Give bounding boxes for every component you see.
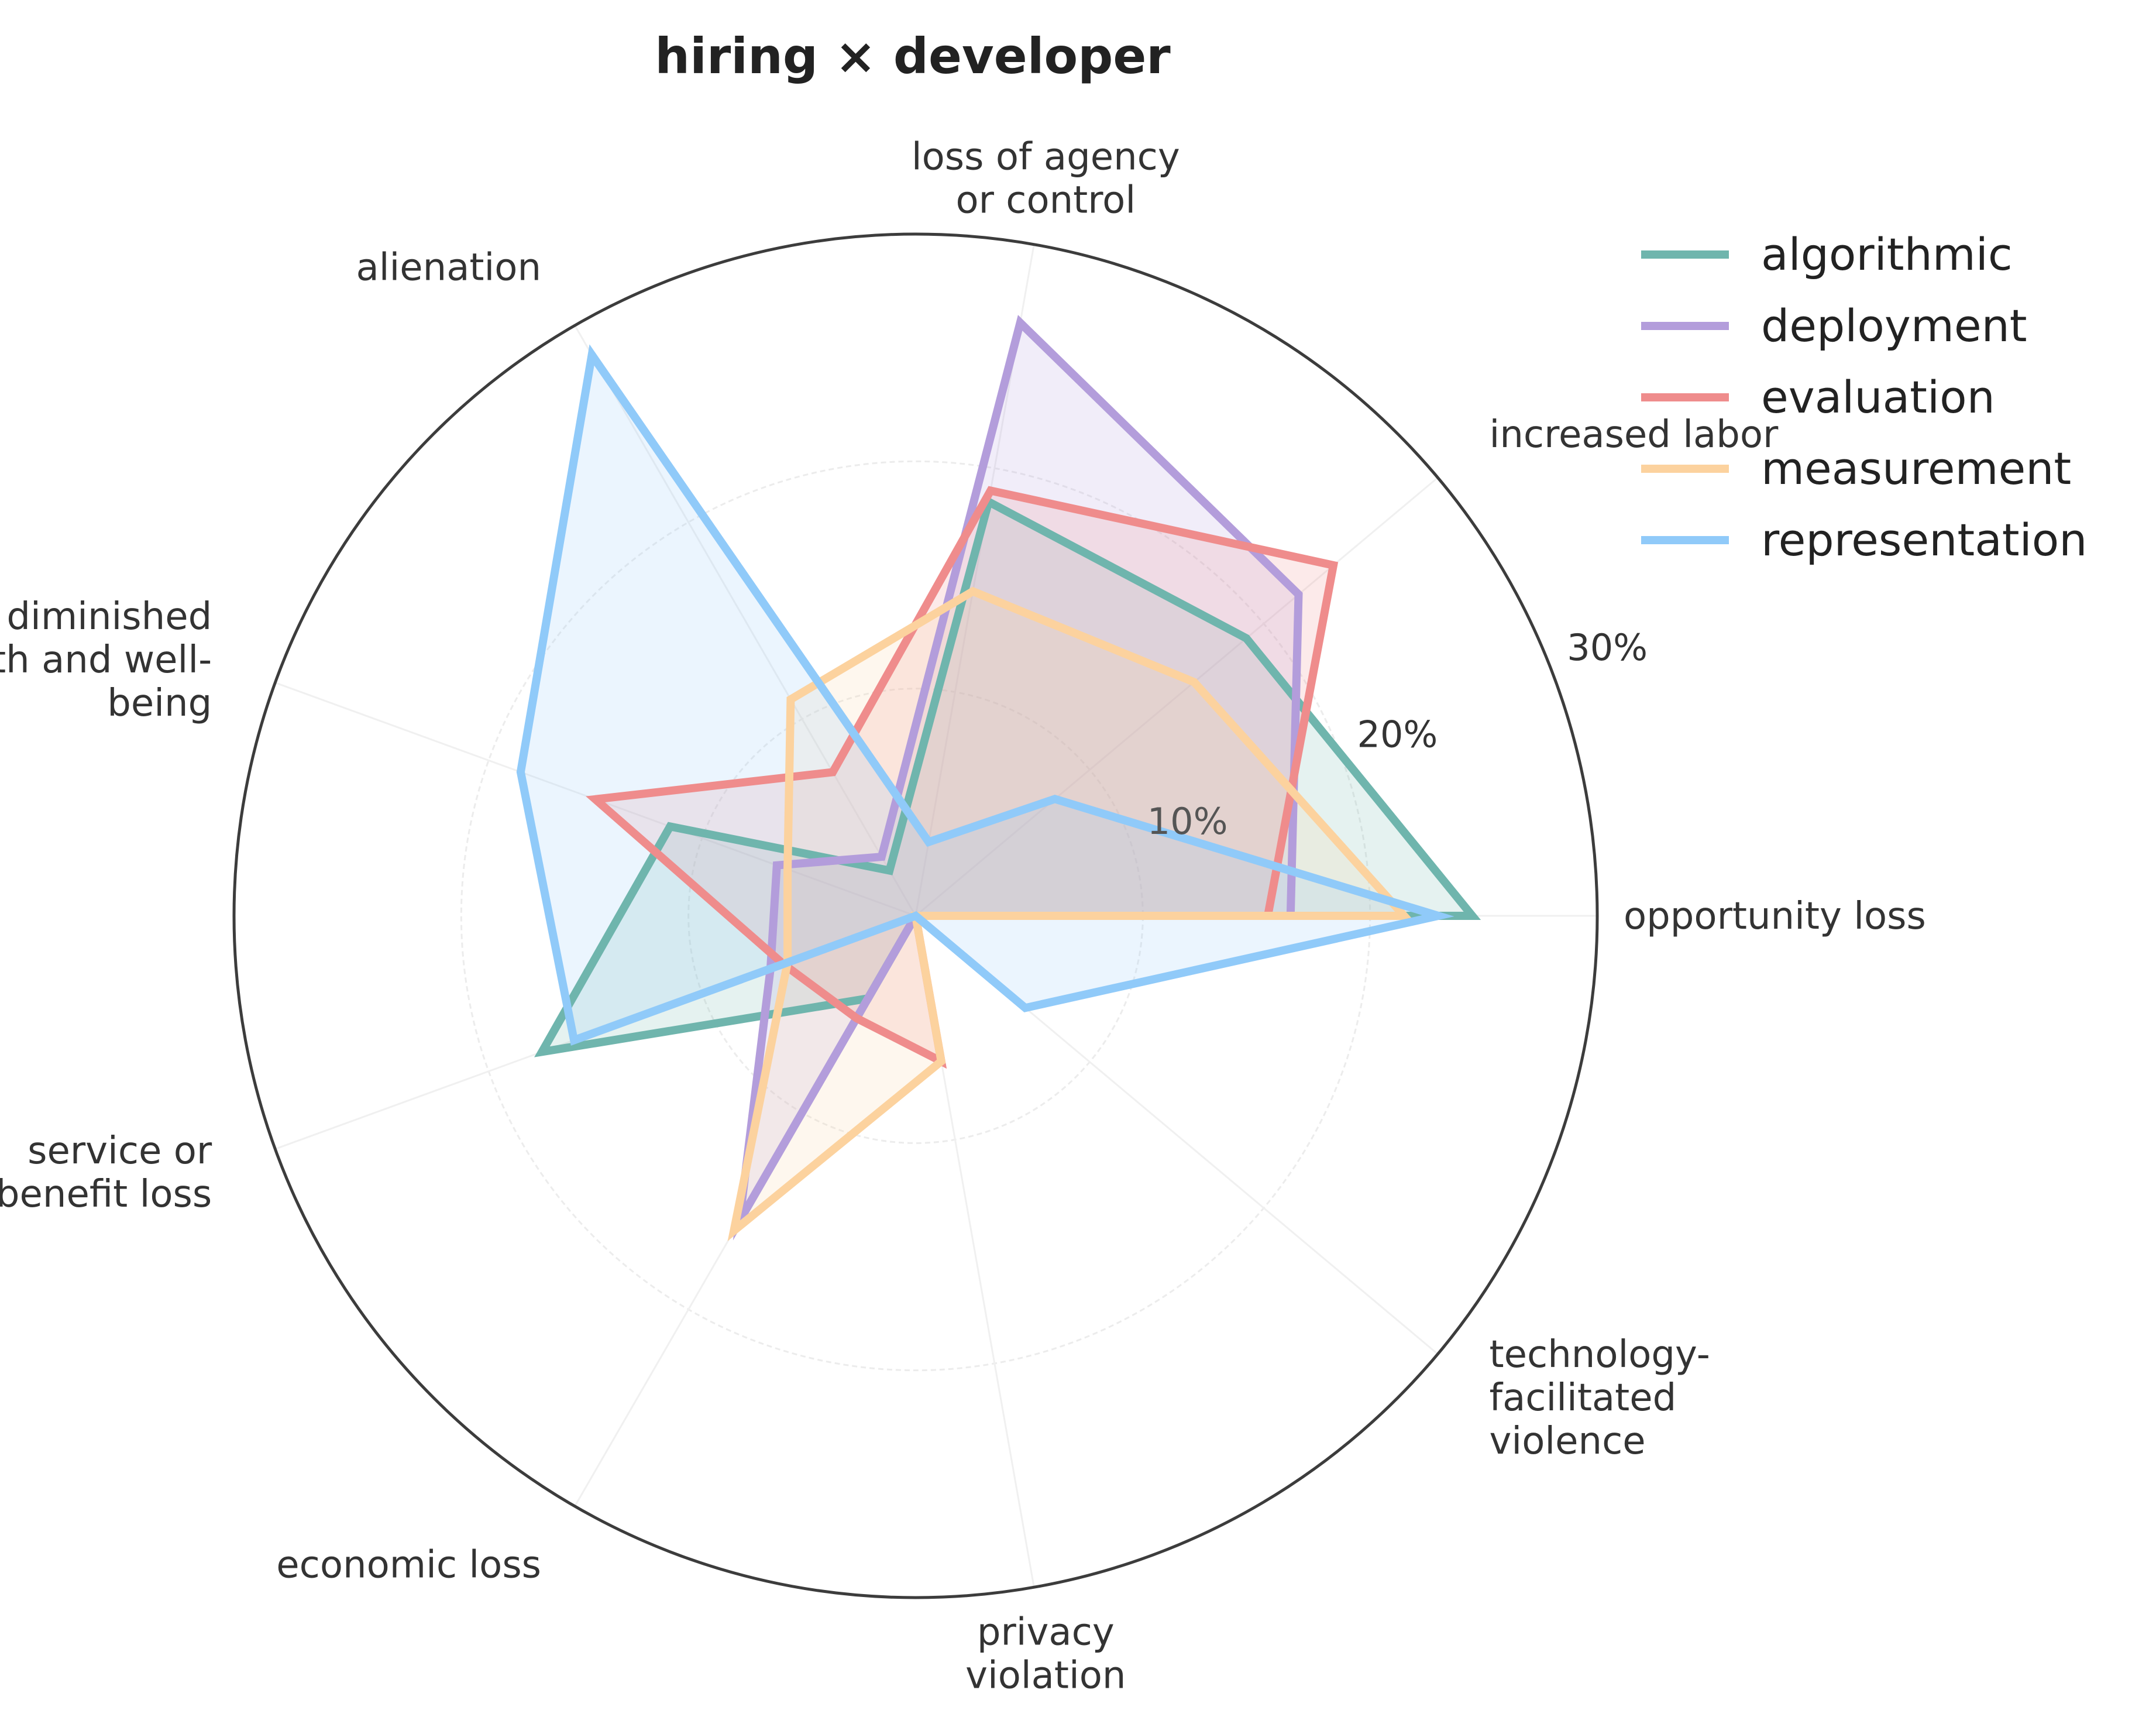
axis-label: privacy violation <box>965 1611 1126 1698</box>
series-group <box>516 315 1481 1241</box>
grid-spoke <box>574 325 917 916</box>
axis-label: increased labor <box>1490 413 1779 456</box>
series-area-evaluation <box>595 490 1333 1062</box>
axis-label: technology-facilitated violence <box>1490 1333 1710 1463</box>
radial-tick-label: 30% <box>1567 626 1648 669</box>
chart-title: hiring × developer <box>655 28 1171 85</box>
legend-label-representation: representation <box>1761 514 2087 566</box>
axis-label: opportunity loss <box>1624 895 1926 938</box>
axis-label: service or benefit loss <box>0 1129 212 1216</box>
series-area-deployment <box>740 322 1299 1221</box>
axis-label: loss of agency or control <box>912 135 1180 222</box>
legend-label-evaluation: evaluation <box>1761 371 1995 423</box>
axis-label: economic loss <box>276 1544 541 1587</box>
radial-tick-label: 10% <box>1147 800 1228 843</box>
series-line-measurement <box>727 586 1414 1241</box>
series-line-representation <box>516 344 1454 1046</box>
series-area-representation <box>520 355 1439 1040</box>
radial-tick-label: 20% <box>1357 713 1438 755</box>
legend-label-algorithmic: algorithmic <box>1761 228 2013 280</box>
grid-spoke <box>915 477 1439 917</box>
outer-ring <box>232 232 1599 1599</box>
axis-label: alienation <box>356 246 541 289</box>
legend: algorithmic deployment evaluation measureme… <box>1641 228 2087 566</box>
series-area-measurement <box>734 591 1404 1231</box>
legend-label-measurement: measurement <box>1761 442 2071 494</box>
axis-label: diminishedhealth and well-being <box>0 595 212 725</box>
legend-label-deployment: deployment <box>1761 300 2027 352</box>
